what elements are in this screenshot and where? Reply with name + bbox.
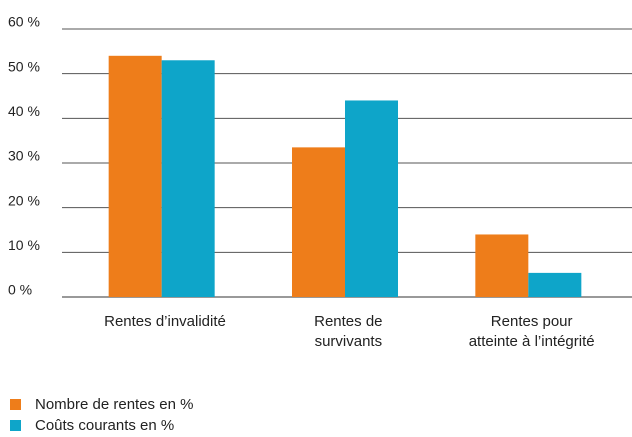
x-tick-label: Rentes d’invalidité bbox=[104, 313, 226, 330]
bar bbox=[345, 100, 398, 297]
x-tick-label: Rentes de survivants bbox=[314, 313, 383, 350]
bar bbox=[108, 55, 162, 297]
bar bbox=[292, 147, 345, 297]
y-tick-label: 0 % bbox=[8, 282, 32, 298]
x-tick-label: Rentes pour atteinte à l’intégrité bbox=[468, 313, 595, 350]
y-tick-label: 20 % bbox=[8, 192, 40, 208]
legend-swatch bbox=[10, 420, 21, 431]
y-tick-label: 60 % bbox=[8, 14, 40, 30]
y-tick-label: 30 % bbox=[8, 148, 40, 164]
bar bbox=[161, 60, 215, 298]
y-tick-label: 50 % bbox=[8, 58, 40, 74]
legend-item: Nombre de rentes en % bbox=[10, 396, 193, 413]
y-tick-label: 10 % bbox=[8, 237, 40, 253]
legend-label: Nombre de rentes en % bbox=[35, 396, 194, 413]
legend-item: Coûts courants en % bbox=[10, 417, 174, 434]
legend-label: Coûts courants en % bbox=[35, 417, 175, 434]
bar bbox=[528, 272, 582, 297]
legend-swatch bbox=[10, 399, 21, 410]
bar bbox=[475, 234, 529, 297]
y-tick-label: 40 % bbox=[8, 103, 40, 119]
